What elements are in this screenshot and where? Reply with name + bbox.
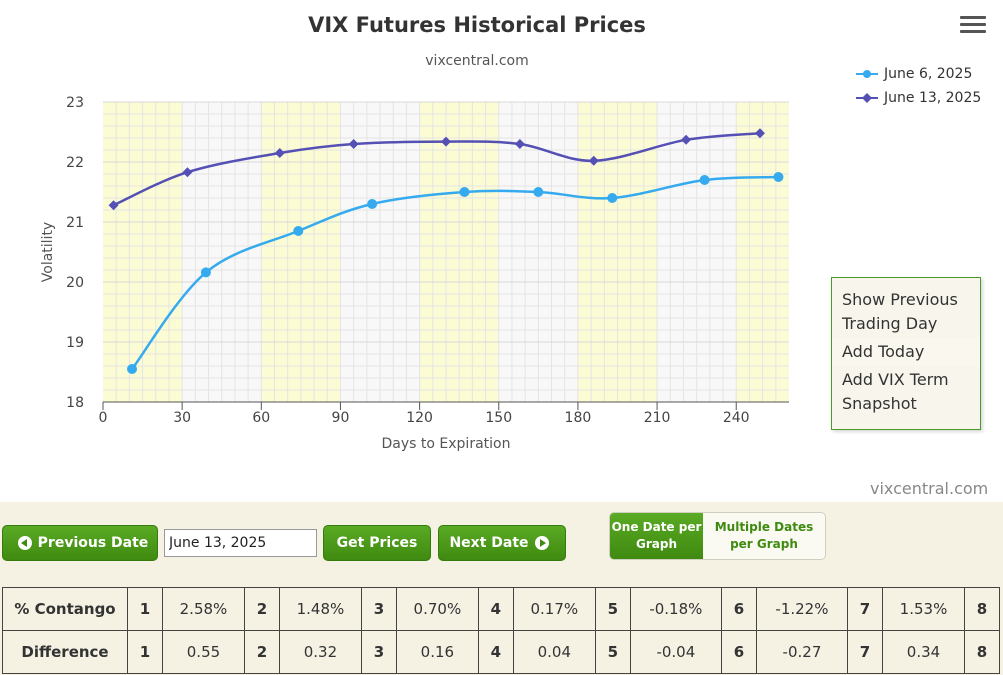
y-tick-label: 19 (66, 335, 84, 351)
menu-item-add-vix-term[interactable]: Add VIX Term Snapshot (842, 370, 949, 413)
data-point-series-2 (108, 200, 119, 211)
data-point-series-2 (274, 148, 285, 158)
data-point-series-1 (607, 193, 618, 203)
contango-value: 0.17% (512, 587, 596, 631)
x-tick-label: 30 (173, 410, 191, 426)
one-date-per-graph-option[interactable]: One Date per Graph (610, 513, 703, 559)
data-point-series-1 (367, 199, 378, 209)
contango-value: 1.48% (278, 587, 362, 631)
data-point-series-1 (459, 187, 470, 197)
data-point-series-2 (348, 139, 359, 149)
chart-legend: June 6, 2025 June 13, 2025 (856, 62, 981, 110)
menu-item-show-previous[interactable]: Show Previous Trading Day (842, 290, 958, 333)
get-prices-button[interactable]: Get Prices (323, 525, 431, 561)
x-tick-label: 180 (565, 410, 592, 426)
date-input[interactable] (164, 529, 317, 557)
contango-table: % Contango 1 2.58% 2 1.48% 3 0.70% 4 0.1… (2, 587, 1000, 674)
month-number: 6 (720, 587, 757, 631)
y-tick-label: 20 (66, 275, 84, 291)
legend-diamond-icon (856, 93, 878, 103)
y-tick-label: 21 (66, 215, 84, 231)
month-number: 2 (243, 587, 280, 631)
month-number: 4 (477, 630, 514, 674)
contango-row: % Contango 1 2.58% 2 1.48% 3 0.70% 4 0.1… (2, 587, 1000, 631)
row-header-difference: Difference (2, 630, 128, 674)
difference-value: -0.27 (755, 630, 849, 674)
x-tick-label: 210 (644, 410, 671, 426)
hamburger-menu-icon[interactable] (960, 16, 986, 38)
contango-value: 0.70% (395, 587, 479, 631)
menu-item-add-today[interactable]: Add Today (832, 338, 980, 366)
data-point-series-1 (773, 172, 784, 182)
month-number: 6 (720, 630, 757, 674)
difference-value: 0.16 (395, 630, 479, 674)
contango-value: -1.22% (755, 587, 849, 631)
legend-label: June 13, 2025 (884, 90, 982, 106)
x-tick-label: 60 (252, 410, 270, 426)
difference-value: -0.04 (629, 630, 722, 674)
previous-date-button[interactable]: Previous Date (2, 525, 158, 561)
arrow-left-icon (17, 536, 32, 550)
data-point-series-1 (293, 226, 304, 236)
chart-credit[interactable]: vixcentral.com (870, 479, 989, 498)
month-number: 5 (594, 630, 631, 674)
row-header-contango: % Contango (2, 587, 128, 631)
data-point-series-2 (754, 128, 765, 139)
month-number: 5 (594, 587, 631, 631)
series-line-1 (131, 175, 779, 370)
multiple-dates-per-graph-option[interactable]: Multiple Dates per Graph (714, 520, 814, 551)
month-number: 8 (964, 630, 1000, 674)
difference-value: 0.55 (162, 630, 245, 674)
chart-context-menu: Show Previous Trading Day Add Today Add … (831, 277, 981, 430)
legend-label: June 6, 2025 (884, 66, 973, 82)
month-number: 3 (360, 630, 397, 674)
y-tick-label: 22 (66, 155, 84, 171)
difference-value: 0.34 (882, 630, 965, 674)
chart-panel: 0 30 60 90 120 150 180 210 240 18 19 20 21 22 23 VIX Fu… (0, 0, 1003, 502)
data-point-series-1 (533, 187, 544, 197)
legend-circle-icon (856, 70, 878, 78)
difference-value: 0.32 (278, 630, 362, 674)
y-axis-title: Volatility (40, 222, 56, 282)
contango-value: 1.53% (882, 587, 965, 631)
graph-mode-toggle: One Date per Graph Multiple Dates per Gr… (609, 512, 826, 560)
contango-value: 2.58% (162, 587, 245, 631)
x-tick-label: 90 (332, 410, 350, 426)
data-point-series-2 (588, 155, 599, 166)
y-tick-label: 18 (66, 395, 84, 411)
data-point-series-2 (681, 134, 692, 145)
data-point-series-1 (200, 267, 211, 278)
vix-futures-chart: 0 30 60 90 120 150 180 210 240 18 19 20 21 22 23 VIX Fu… (40, 13, 789, 452)
next-date-button[interactable]: Next Date (438, 525, 566, 561)
x-tick-label: 240 (723, 410, 750, 426)
data-point-series-2 (182, 167, 193, 178)
month-number: 3 (360, 587, 397, 631)
chart-title: VIX Futures Historical Prices (308, 13, 646, 37)
difference-row: Difference 1 0.55 2 0.32 3 0.16 4 0.04 5… (2, 630, 1000, 674)
data-point-series-1 (127, 364, 138, 374)
month-number: 1 (127, 587, 163, 631)
x-tick-label: 150 (485, 410, 512, 426)
x-tick-label: 120 (406, 410, 433, 426)
month-number: 2 (243, 630, 280, 674)
arrow-right-icon (534, 536, 549, 550)
x-tick-label: 0 (99, 410, 108, 426)
month-number: 7 (847, 630, 883, 674)
difference-value: 0.04 (512, 630, 596, 674)
contango-value: -0.18% (629, 587, 722, 631)
x-axis-title: Days to Expiration (382, 436, 511, 452)
data-point-series-2 (441, 136, 451, 147)
y-tick-label: 23 (66, 95, 84, 111)
legend-item-june-6[interactable]: June 6, 2025 (856, 62, 981, 86)
chart-subtitle: vixcentral.com (425, 53, 528, 69)
legend-item-june-13[interactable]: June 13, 2025 (856, 86, 981, 110)
month-number: 1 (127, 630, 163, 674)
data-point-series-1 (699, 175, 710, 185)
data-point-series-2 (514, 139, 525, 149)
month-number: 8 (964, 587, 1000, 631)
month-number: 7 (847, 587, 883, 631)
month-number: 4 (477, 587, 514, 631)
